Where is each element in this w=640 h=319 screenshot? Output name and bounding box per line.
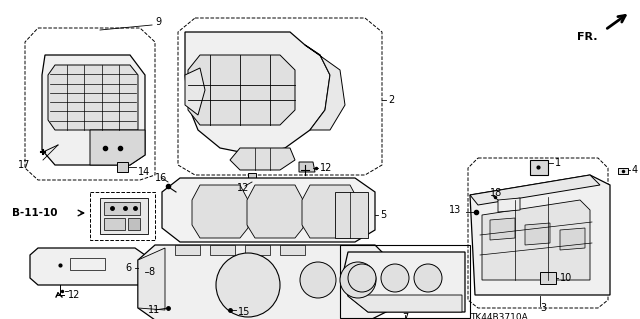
Polygon shape xyxy=(348,295,462,312)
Text: 12: 12 xyxy=(237,183,250,193)
Circle shape xyxy=(300,262,336,298)
Text: 17: 17 xyxy=(18,160,30,170)
Text: 9: 9 xyxy=(155,17,161,27)
Text: 1: 1 xyxy=(555,158,561,168)
Text: 8: 8 xyxy=(148,267,154,277)
Text: 2: 2 xyxy=(388,95,394,105)
Polygon shape xyxy=(48,65,138,130)
Polygon shape xyxy=(162,178,375,242)
Polygon shape xyxy=(482,200,590,280)
Polygon shape xyxy=(30,248,145,285)
Text: 3: 3 xyxy=(540,303,546,313)
Polygon shape xyxy=(90,130,145,165)
Polygon shape xyxy=(185,32,330,155)
Polygon shape xyxy=(245,245,270,255)
Text: 11: 11 xyxy=(148,305,160,315)
Polygon shape xyxy=(490,218,515,240)
Polygon shape xyxy=(138,245,390,319)
Polygon shape xyxy=(117,162,128,172)
Text: 5: 5 xyxy=(380,210,387,220)
Polygon shape xyxy=(540,272,556,284)
Text: TK44B3710A: TK44B3710A xyxy=(470,313,528,319)
Polygon shape xyxy=(192,185,248,238)
Polygon shape xyxy=(560,228,585,250)
Polygon shape xyxy=(498,198,520,212)
Text: 6: 6 xyxy=(125,263,131,273)
Circle shape xyxy=(340,262,376,298)
Text: 15: 15 xyxy=(238,307,250,317)
Text: 12: 12 xyxy=(68,290,81,300)
Text: 12: 12 xyxy=(320,163,332,173)
Polygon shape xyxy=(175,245,200,255)
Polygon shape xyxy=(248,173,256,182)
Polygon shape xyxy=(525,223,550,245)
Circle shape xyxy=(381,264,409,292)
Polygon shape xyxy=(138,248,165,310)
Circle shape xyxy=(216,253,280,317)
Text: 10: 10 xyxy=(560,273,572,283)
Text: 13: 13 xyxy=(449,205,461,215)
Polygon shape xyxy=(335,192,368,238)
Polygon shape xyxy=(302,185,358,238)
Polygon shape xyxy=(299,162,315,172)
Text: B-11-10: B-11-10 xyxy=(12,208,58,218)
Polygon shape xyxy=(618,168,628,174)
Text: 16: 16 xyxy=(155,173,167,183)
Text: FR.: FR. xyxy=(577,32,598,42)
Polygon shape xyxy=(230,148,295,170)
Text: 14: 14 xyxy=(138,167,150,177)
Polygon shape xyxy=(280,245,305,255)
Polygon shape xyxy=(128,218,140,230)
Text: 18: 18 xyxy=(490,188,502,198)
Polygon shape xyxy=(530,160,548,175)
Polygon shape xyxy=(470,175,600,205)
Text: 7: 7 xyxy=(402,313,408,319)
Polygon shape xyxy=(100,198,148,234)
Polygon shape xyxy=(104,202,140,215)
Polygon shape xyxy=(305,45,345,130)
Circle shape xyxy=(414,264,442,292)
Circle shape xyxy=(348,264,376,292)
Text: 4: 4 xyxy=(632,165,638,175)
Polygon shape xyxy=(342,252,465,312)
Polygon shape xyxy=(104,218,125,230)
Polygon shape xyxy=(188,55,295,125)
Polygon shape xyxy=(42,55,145,165)
Polygon shape xyxy=(210,245,235,255)
Polygon shape xyxy=(185,68,205,115)
Polygon shape xyxy=(470,175,610,295)
Polygon shape xyxy=(247,185,303,238)
